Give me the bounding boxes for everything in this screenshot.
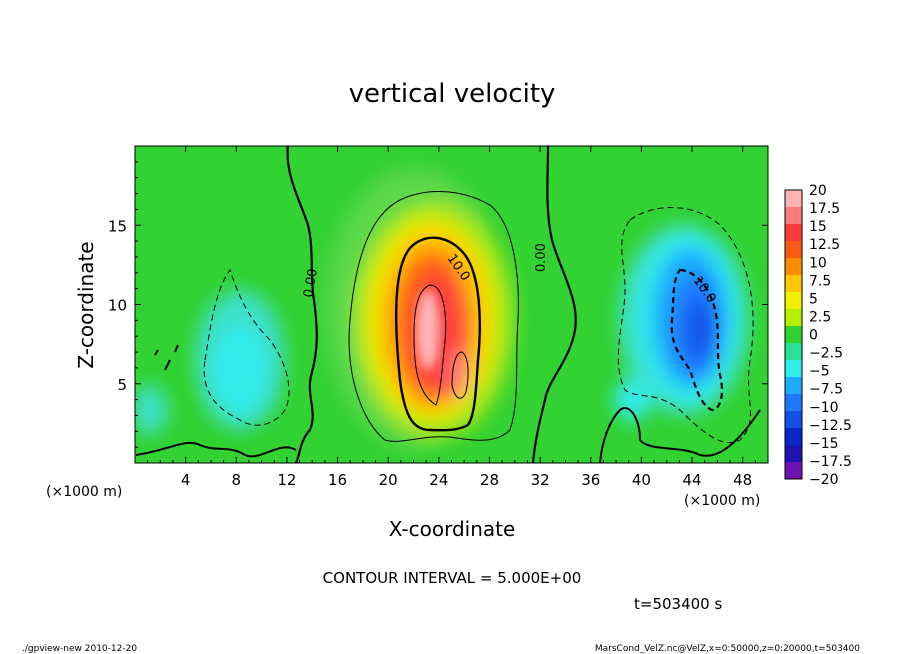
x-tick-label: 28 (480, 471, 499, 489)
colorbar-swatch (785, 241, 802, 258)
contour-label: 0.00 (301, 268, 321, 299)
footer-left: ./gpview-new 2010-12-20 (22, 644, 137, 654)
x-tick-label: 16 (328, 471, 347, 489)
contour-zero-left (286, 146, 318, 463)
contour-zero-bottom-right (599, 407, 761, 463)
contour-zero-bottom-left (135, 441, 297, 458)
colorbar-swatch (785, 445, 802, 462)
x-unit-left: (×1000 m) (46, 484, 122, 500)
heatmap-field (135, 146, 768, 463)
contour-5 (348, 191, 519, 442)
colorbar-swatch (785, 326, 802, 343)
contour-lines (135, 146, 761, 463)
colorbar-label: −5 (809, 364, 830, 380)
x-tick-label: 20 (379, 471, 398, 489)
colorbar-label: −2.5 (809, 346, 843, 362)
contour-10 (394, 236, 481, 432)
x-tick-label: 4 (181, 471, 191, 489)
colorbar-label: 2.5 (809, 309, 831, 325)
colorbar-swatch (785, 411, 802, 428)
colorbar-label: 12.5 (809, 237, 840, 253)
footer-right: MarsCond_VelZ.nc@VelZ,x=0:50000,z=0:2000… (595, 644, 860, 654)
y-axis-label: Z-coordinate (74, 241, 98, 368)
colorbar-swatch (785, 377, 802, 394)
colorbar-swatch (785, 258, 802, 275)
y-tick-label: 10 (108, 297, 127, 315)
colorbar-label: 17.5 (809, 201, 840, 217)
y-tick-label: 5 (117, 376, 127, 394)
x-tick-label: 12 (277, 471, 296, 489)
colorbar-label: 7.5 (809, 273, 831, 289)
contour-label: 0.00 (534, 243, 549, 272)
x-unit-right: (×1000 m) (684, 493, 760, 509)
colorbar: 20 17.5 15 12.5 10 7.5 5 2.5 0 −2.5 −5 −7.5 −10 −12.5… (784, 183, 852, 488)
colorbar-swatch (785, 343, 802, 360)
x-tick-label: 48 (733, 471, 752, 489)
time-stamp: t=503400 s (634, 595, 722, 613)
colorbar-label: −20 (809, 472, 839, 488)
contour-minus10-right (670, 268, 724, 412)
contour-minus5-left (203, 268, 290, 426)
colorbar-swatch (785, 309, 802, 326)
contour-15 (413, 284, 447, 406)
colorbar-label: −7.5 (809, 382, 843, 398)
y-tick-label: 15 (108, 217, 127, 235)
colorbar-swatch (785, 360, 802, 377)
colorbar-label: −17.5 (809, 454, 852, 470)
colorbar-swatch (785, 292, 802, 309)
x-tick-label: 8 (232, 471, 242, 489)
colorbar-label: 0 (809, 328, 818, 344)
x-tick-label: 44 (682, 471, 701, 489)
colorbar-label: 15 (809, 219, 827, 235)
x-tick-label: 36 (581, 471, 600, 489)
colorbar-label: 20 (809, 183, 827, 199)
chart-title: vertical velocity (349, 79, 556, 109)
x-tick-label: 32 (531, 471, 550, 489)
colorbar-swatch (785, 207, 802, 224)
x-tick-label: 24 (429, 471, 448, 489)
colorbar-frame (784, 189, 803, 480)
colorbar-label: 5 (809, 291, 818, 307)
colorbar-label: −10 (809, 400, 839, 416)
contour-zero-right (531, 146, 577, 463)
contour-minus5-right (617, 207, 754, 444)
colorbar-swatch (785, 394, 802, 411)
colorbar-label: −15 (809, 436, 839, 452)
colorbar-swatch (785, 190, 802, 207)
x-axis-label: X-coordinate (389, 517, 516, 541)
colorbar-swatch (785, 462, 802, 479)
x-tick-label: 40 (632, 471, 651, 489)
colorbar-swatch (785, 224, 802, 241)
colorbar-swatch (785, 428, 802, 445)
contour-dash-left-small (154, 344, 179, 371)
contour-15-b (451, 351, 469, 399)
x-axis: 4 8 12 16 20 24 28 32 36 40 44 48 (147, 146, 756, 489)
colorbar-label: 10 (809, 255, 827, 271)
colorbar-label: −12.5 (809, 418, 852, 434)
contour-interval: CONTOUR INTERVAL = 5.000E+00 (323, 569, 582, 587)
y-axis: 5 10 15 (108, 161, 768, 448)
colorbar-swatch (785, 275, 802, 292)
